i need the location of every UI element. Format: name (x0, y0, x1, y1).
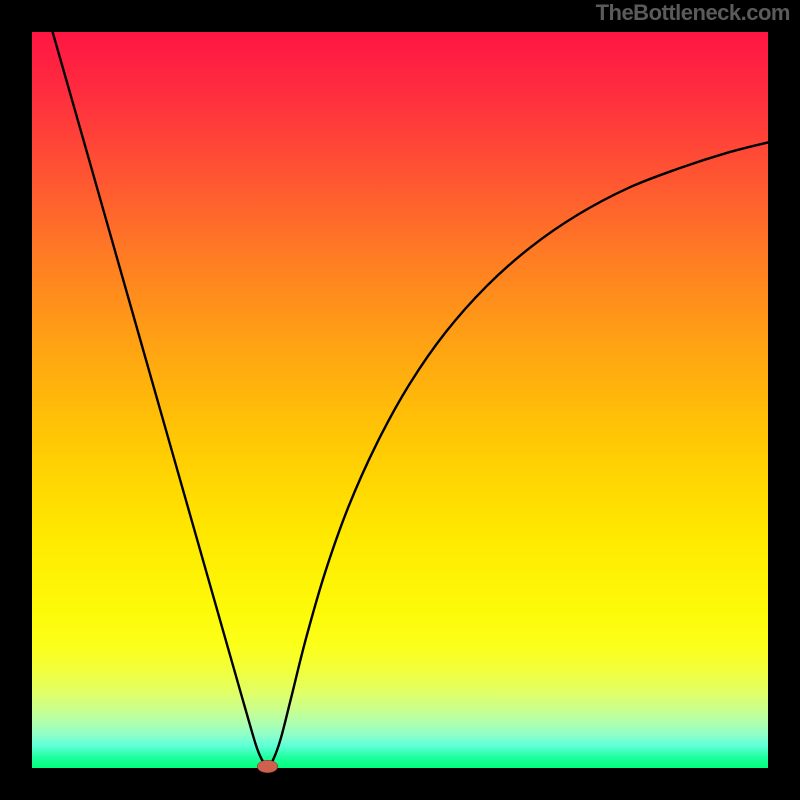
watermark-text: TheBottleneck.com (596, 0, 790, 26)
bottleneck-chart: TheBottleneck.com (0, 0, 800, 800)
chart-svg (0, 0, 800, 800)
optimal-point-marker (257, 760, 278, 773)
